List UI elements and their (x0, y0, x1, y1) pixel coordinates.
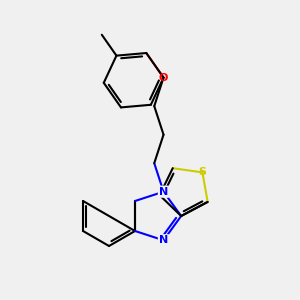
Text: N: N (159, 187, 168, 197)
Text: S: S (198, 167, 206, 177)
Text: N: N (159, 235, 168, 245)
Text: O: O (159, 73, 168, 82)
